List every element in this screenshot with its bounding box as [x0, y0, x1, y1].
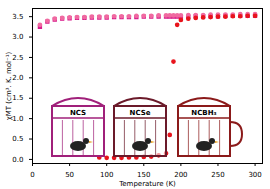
svg-text:χMT (cm³. K. mol⁻¹): χMT (cm³. K. mol⁻¹): [5, 51, 13, 120]
svg-text:0: 0: [30, 171, 34, 179]
svg-text:50: 50: [65, 171, 74, 179]
svg-text:0.5: 0.5: [12, 135, 23, 143]
svg-text:250: 250: [211, 171, 224, 179]
svg-text:0.0: 0.0: [12, 156, 23, 164]
svg-text:2.0: 2.0: [12, 74, 23, 82]
svg-text:100: 100: [100, 171, 113, 179]
svg-text:3.5: 3.5: [12, 13, 23, 21]
svg-text:Temperature (K): Temperature (K): [118, 180, 176, 188]
svg-text:NCSe: NCSe: [130, 109, 151, 117]
svg-text:200: 200: [174, 171, 187, 179]
svg-text:NCBH₃: NCBH₃: [191, 109, 216, 117]
svg-text:3.0: 3.0: [12, 33, 23, 41]
svg-text:1.0: 1.0: [12, 115, 23, 123]
svg-text:1.5: 1.5: [12, 94, 23, 102]
svg-text:150: 150: [137, 171, 150, 179]
svg-text:300: 300: [248, 171, 261, 179]
svg-text:NCS: NCS: [70, 109, 86, 117]
svg-text:2.5: 2.5: [12, 54, 23, 62]
